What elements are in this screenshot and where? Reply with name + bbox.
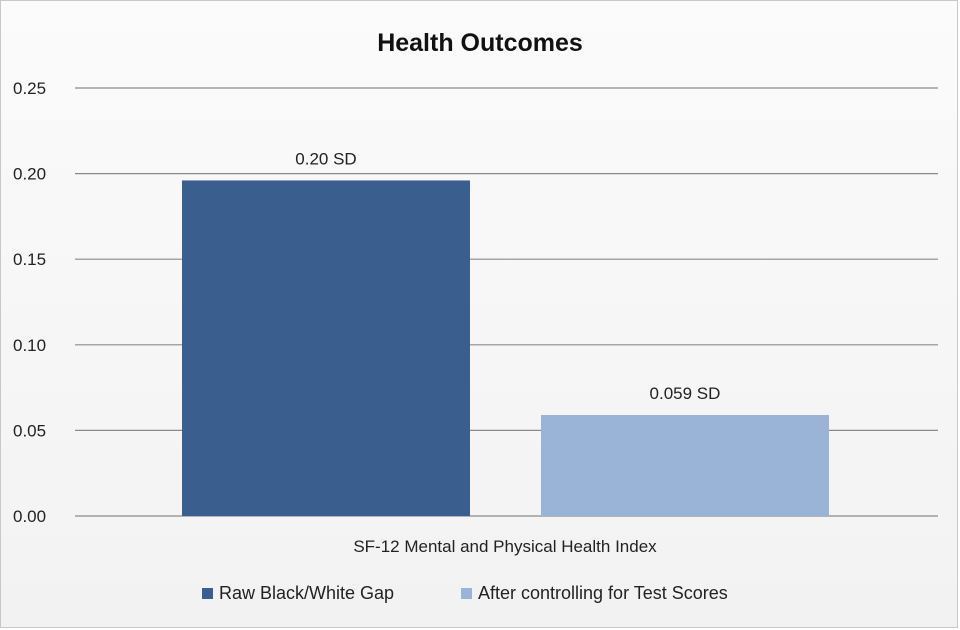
y-tick-label: 0.15	[13, 250, 46, 269]
legend-swatch-controlled	[461, 588, 472, 599]
y-tick-label: 0.10	[13, 336, 46, 355]
chart-title: Health Outcomes	[377, 29, 583, 57]
legend-label-controlled: After controlling for Test Scores	[478, 583, 728, 603]
y-tick-label: 0.25	[13, 79, 46, 98]
data-label: 0.059 SD	[650, 384, 721, 403]
data-labels: 0.20 SD 0.059 SD	[295, 149, 720, 403]
legend-swatch-raw-gap	[202, 588, 213, 599]
y-tick-label: 0.00	[13, 507, 46, 526]
category-label: SF-12 Mental and Physical Health Index	[353, 537, 657, 556]
y-tick-label: 0.20	[13, 165, 46, 184]
bars	[182, 180, 829, 516]
legend-label-raw-gap: Raw Black/White Gap	[219, 583, 394, 603]
legend: Raw Black/White Gap After controlling fo…	[202, 583, 728, 603]
bar-controlled	[541, 414, 829, 516]
bar-raw-gap	[182, 180, 470, 516]
y-axis-ticks: 0.00 0.05 0.10 0.15 0.20 0.25	[13, 79, 46, 526]
data-label: 0.20 SD	[295, 149, 356, 168]
y-tick-label: 0.05	[13, 421, 46, 440]
